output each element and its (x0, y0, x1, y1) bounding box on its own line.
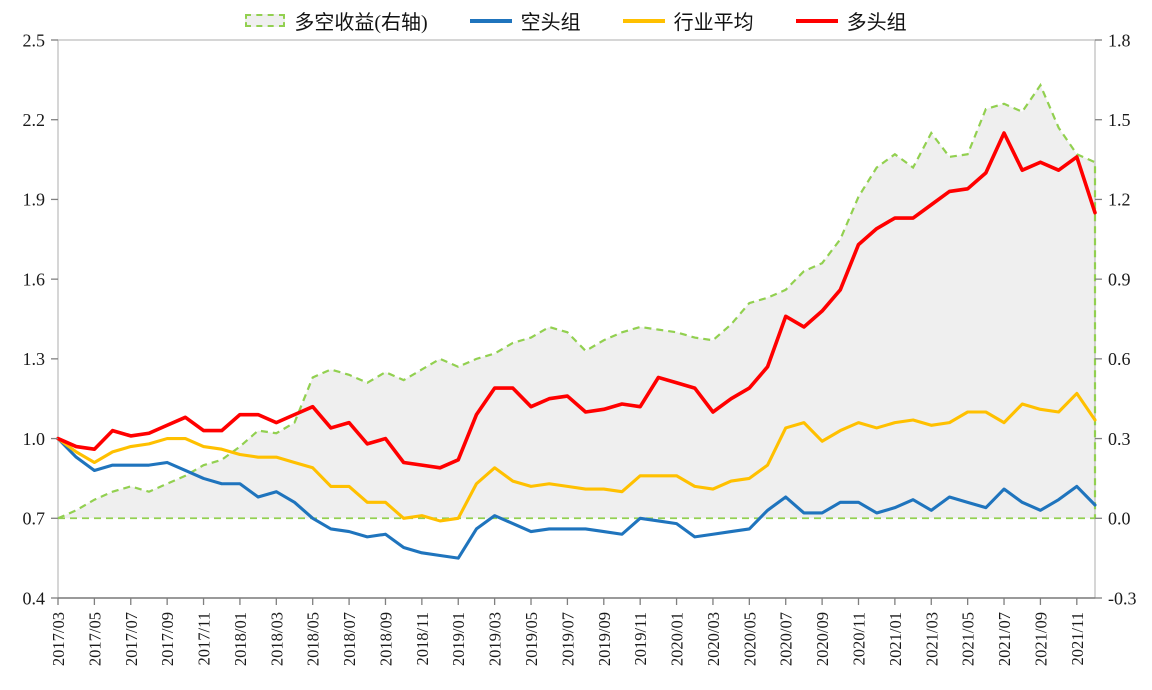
legend-label: 多头组 (846, 12, 907, 34)
svg-text:2021/03: 2021/03 (922, 612, 941, 666)
y-axis-right: -0.3 0.0 0.3 0.6 0.9 1.2 1.5 1.8 (1095, 30, 1137, 608)
svg-text:2.5: 2.5 (23, 30, 46, 50)
dashed-area-legend-marker-icon (245, 14, 286, 27)
svg-text:2020/05: 2020/05 (740, 612, 759, 666)
svg-text:2017/03: 2017/03 (49, 612, 68, 666)
svg-text:2020/09: 2020/09 (813, 612, 832, 666)
svg-text:0.9: 0.9 (1108, 269, 1131, 289)
svg-text:2021/05: 2021/05 (959, 612, 978, 666)
legend-item-short-group: 空头组 (469, 6, 581, 35)
series-short-group (56, 437, 1097, 560)
svg-text:0.4: 0.4 (23, 588, 46, 608)
series-long-short-return (57, 82, 1097, 520)
svg-text:2017/07: 2017/07 (122, 612, 141, 666)
blue-line-legend-marker-icon (469, 18, 512, 23)
svg-text:2017/05: 2017/05 (85, 612, 104, 666)
svg-text:2017/09: 2017/09 (158, 612, 177, 666)
red-line-legend-marker-icon (795, 18, 838, 23)
svg-text:1.0: 1.0 (23, 429, 46, 449)
chart-legend: 多空收益(右轴) 空头组 行业平均 多头组 (0, 6, 1152, 35)
svg-text:2020/11: 2020/11 (849, 612, 868, 665)
svg-text:2019/01: 2019/01 (449, 612, 468, 666)
svg-text:2018/05: 2018/05 (304, 612, 323, 666)
svg-text:1.3: 1.3 (23, 349, 46, 369)
svg-text:2020/01: 2020/01 (668, 612, 687, 666)
series-long-group (56, 131, 1097, 470)
svg-text:2021/07: 2021/07 (995, 612, 1014, 666)
svg-text:2021/11: 2021/11 (1068, 612, 1087, 665)
series-industry-average (56, 391, 1097, 523)
svg-text:0.6: 0.6 (1108, 349, 1131, 369)
svg-text:1.2: 1.2 (1108, 190, 1131, 210)
svg-text:2020/07: 2020/07 (777, 612, 796, 666)
svg-text:2019/07: 2019/07 (558, 612, 577, 666)
svg-text:0.3: 0.3 (1108, 429, 1131, 449)
x-axis: 2017/03 2017/05 2017/07 2017/09 2017/11 2018/… (49, 597, 1095, 666)
svg-text:0.0: 0.0 (1108, 509, 1131, 529)
legend-label: 多空收益(右轴) (294, 12, 428, 34)
svg-text:2019/05: 2019/05 (522, 612, 541, 666)
yellow-line-legend-marker-icon (622, 18, 665, 23)
svg-text:2021/01: 2021/01 (886, 612, 905, 666)
svg-text:2019/09: 2019/09 (595, 612, 614, 666)
svg-text:2018/11: 2018/11 (413, 612, 432, 665)
svg-text:-0.3: -0.3 (1108, 588, 1137, 608)
svg-text:2018/01: 2018/01 (231, 612, 250, 666)
legend-label: 行业平均 (673, 12, 754, 34)
svg-text:2019/11: 2019/11 (631, 612, 650, 665)
legend-item-long-short-return: 多空收益(右轴) (245, 6, 428, 35)
svg-text:2020/03: 2020/03 (704, 612, 723, 666)
legend-label: 空头组 (520, 12, 581, 34)
svg-text:2018/09: 2018/09 (376, 612, 395, 666)
svg-text:2021/09: 2021/09 (1031, 612, 1050, 666)
svg-text:2018/03: 2018/03 (267, 612, 286, 666)
svg-text:2017/11: 2017/11 (195, 612, 214, 665)
svg-text:1.9: 1.9 (23, 190, 46, 210)
svg-text:1.6: 1.6 (23, 269, 46, 289)
svg-text:2.2: 2.2 (23, 110, 46, 130)
svg-text:2018/07: 2018/07 (340, 612, 359, 666)
legend-item-long-group: 多头组 (795, 6, 907, 35)
svg-text:2019/03: 2019/03 (486, 612, 505, 666)
legend-item-industry-average: 行业平均 (622, 6, 754, 35)
svg-text:1.8: 1.8 (1108, 30, 1131, 50)
svg-text:1.5: 1.5 (1108, 110, 1131, 130)
long-short-area-fill (58, 85, 1095, 519)
y-axis-left: 0.4 0.7 1.0 1.3 1.6 1.9 2.2 2.5 (23, 30, 58, 608)
svg-text:0.7: 0.7 (23, 509, 46, 529)
